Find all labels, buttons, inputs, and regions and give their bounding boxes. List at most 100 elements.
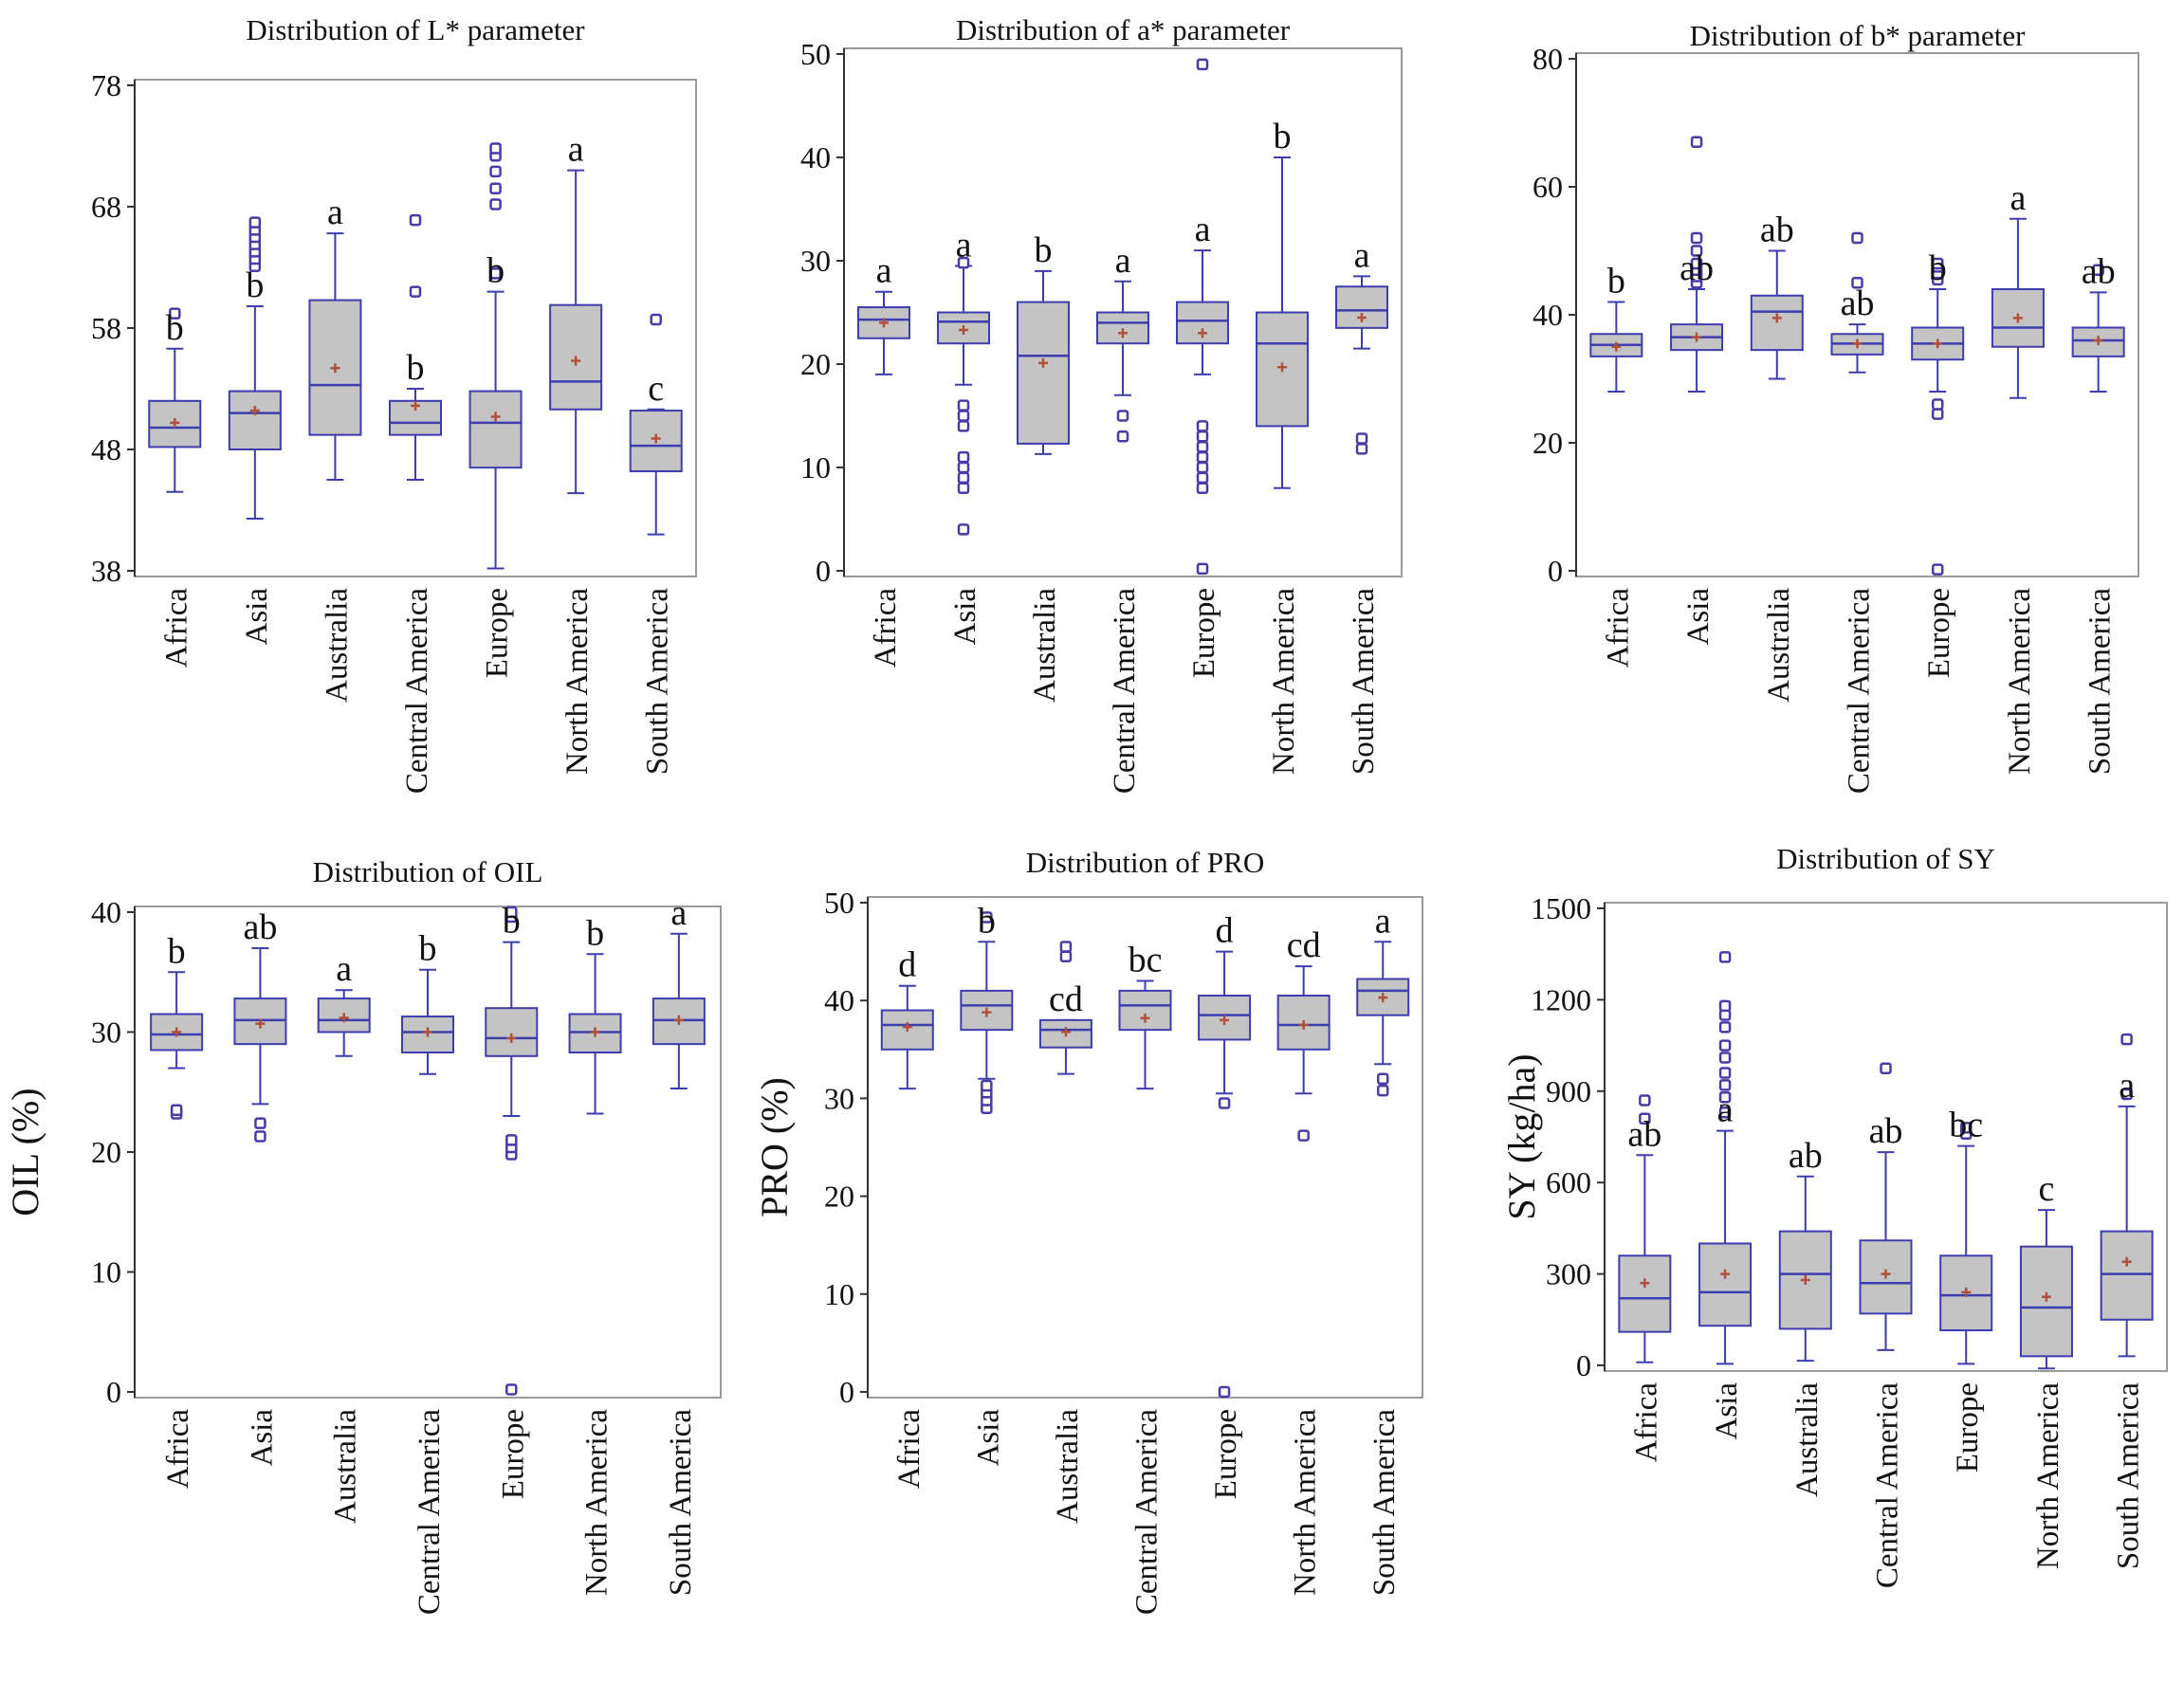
mean-marker [1852, 338, 1863, 349]
box-central-america: b [401, 929, 454, 1075]
mean-marker [571, 356, 581, 366]
iqr-box [1118, 989, 1172, 1032]
y-tick-label: 1200 [1531, 982, 1591, 1016]
x-category-label: Asia [1681, 588, 1716, 646]
mean-marker [1038, 357, 1048, 368]
y-tick-label: 48 [91, 432, 121, 466]
outlier-point [957, 399, 970, 412]
x-category-label: Africa [892, 1409, 927, 1490]
group-letter: a [1375, 901, 1391, 941]
x-category-label: Australia [1790, 1382, 1825, 1497]
group-letter: b [1035, 230, 1053, 270]
y-tick-label: 20 [800, 347, 831, 381]
mean-marker [879, 318, 889, 328]
x-category-label: Australia [1028, 588, 1062, 703]
outlier-point [1718, 951, 1732, 963]
outlier-point [1196, 482, 1209, 495]
y-tick-label: 60 [1532, 170, 1563, 204]
group-letter: a [568, 130, 584, 170]
outlier-point [1639, 1094, 1651, 1107]
box-africa: b [148, 307, 202, 493]
outlier-point [1196, 420, 1209, 432]
group-letter: b [419, 929, 437, 969]
outlier-point [169, 307, 181, 320]
outlier-point [1931, 408, 1944, 420]
outlier-point [254, 1130, 266, 1143]
outlier-point [1851, 277, 1863, 289]
group-letter: ab [1679, 248, 1714, 288]
outlier-point [1718, 1052, 1732, 1064]
chart-title: Distribution of b* parameter [1690, 19, 2026, 52]
mean-marker [1378, 993, 1388, 1003]
mean-marker [1298, 1020, 1309, 1030]
mean-marker [651, 433, 661, 444]
y-tick-label: 80 [1532, 42, 1563, 76]
outlier-point [957, 420, 970, 432]
group-letter: a [1354, 235, 1370, 275]
mean-marker [2012, 313, 2023, 323]
box-australia: cd [1038, 941, 1092, 1075]
group-letter: a [336, 949, 352, 989]
group-letter: b [586, 913, 604, 953]
x-category-label: South America [664, 1409, 698, 1596]
chart-title: Distribution of L* parameter [246, 13, 585, 46]
x-category-label: North America [2031, 1382, 2065, 1569]
outlier-point [1116, 430, 1129, 443]
iqr-box [1991, 288, 2045, 348]
outlier-point [1639, 1112, 1651, 1125]
group-letter: ab [1869, 1111, 1903, 1151]
outlier-point [1959, 1122, 1973, 1134]
group-letter: b [1607, 262, 1625, 302]
outlier-point [1355, 443, 1368, 455]
outlier-point [957, 471, 970, 485]
mean-marker [1640, 1278, 1650, 1289]
x-category-label: Australia [329, 1409, 363, 1524]
x-category-label: Europe [1922, 588, 1956, 678]
y-tick-label: 20 [824, 1180, 854, 1214]
box-central-america: bc [1118, 941, 1172, 1090]
box-south-america: a [1356, 901, 1410, 1097]
mean-marker [2093, 336, 2103, 345]
x-category-label: Asia [245, 1409, 279, 1467]
mean-marker [1961, 1287, 1972, 1297]
outlier-point [1931, 398, 1944, 411]
group-letter: cd [1287, 925, 1321, 965]
mean-marker [423, 1027, 432, 1037]
mean-marker [902, 1022, 912, 1033]
group-letter: d [898, 945, 916, 985]
outlier-point [1718, 1039, 1732, 1052]
chart-panel-3: Distribution of b* parameter 0 20 40 60 80 b Af… [1532, 19, 2139, 794]
box-europe: b [485, 902, 539, 1396]
x-category-label: North America [1267, 588, 1301, 775]
x-category-label: North America [580, 1409, 615, 1596]
chart-panel-1: Distribution of L* parameter 38 48 58 68 78 b A… [91, 13, 697, 794]
x-category-label: Asia [948, 588, 982, 646]
y-tick-label: 0 [839, 1375, 854, 1409]
iqr-box [228, 390, 282, 450]
box-north-america: a [1991, 178, 2045, 399]
outlier-point [2120, 1033, 2133, 1046]
mean-marker [1800, 1275, 1810, 1286]
box-europe: b [1911, 248, 1965, 576]
outlier-point [981, 911, 993, 924]
outlier-point [409, 285, 422, 298]
outlier-point [505, 1134, 518, 1146]
iqr-box [880, 1009, 934, 1051]
group-letter: b [166, 308, 184, 348]
outlier-point [1196, 440, 1209, 453]
group-letter: c [2038, 1169, 2054, 1209]
group-letter: a [876, 251, 892, 291]
group-letter: ab [1841, 284, 1875, 323]
iqr-box [150, 1013, 204, 1052]
mean-marker [1881, 1269, 1891, 1279]
outlier-point [489, 267, 502, 280]
x-category-label: Central America [1130, 1409, 1165, 1616]
y-tick-label: 30 [800, 244, 831, 278]
outlier-point [957, 482, 970, 495]
y-tick-label: 600 [1546, 1165, 1591, 1199]
x-category-label: North America [1289, 1409, 1323, 1596]
y-axis-label: OIL (%) [4, 1088, 46, 1216]
box-africa: ab [1618, 1094, 1672, 1363]
outlier-point [1690, 245, 1703, 257]
x-category-label: Australia [320, 588, 354, 703]
